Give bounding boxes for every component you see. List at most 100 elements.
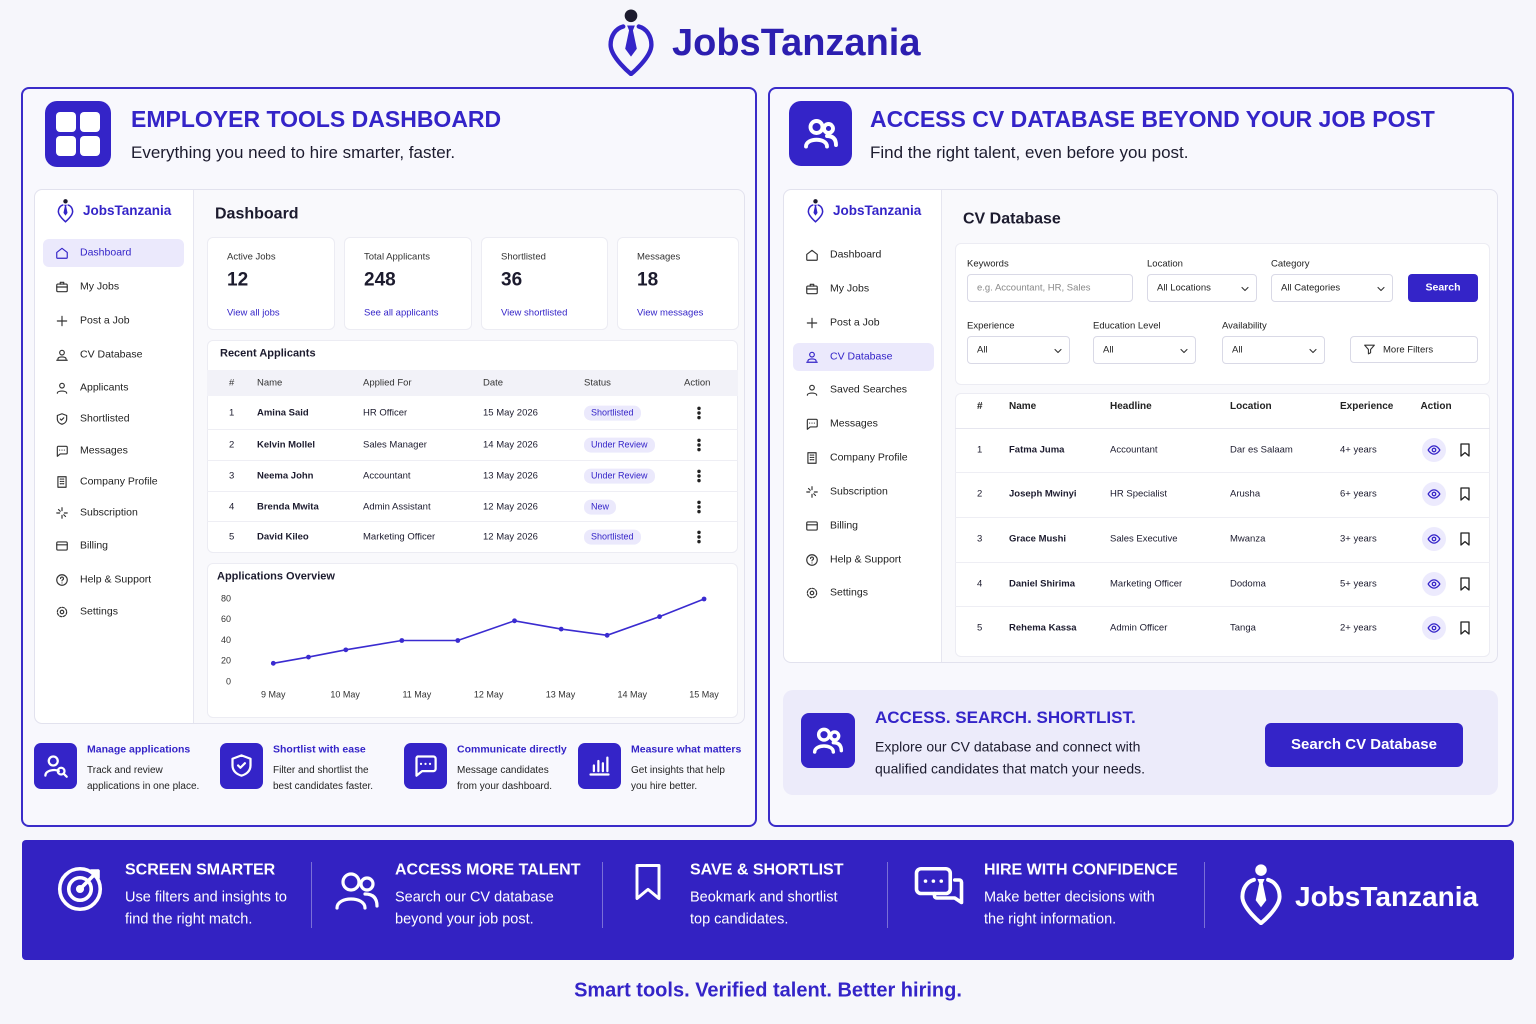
icon-shape xyxy=(56,606,68,618)
nav-label[interactable]: Post a Job xyxy=(80,314,130,327)
icon-shape xyxy=(63,204,68,216)
view-button[interactable] xyxy=(1422,438,1446,462)
select-value[interactable]: All xyxy=(977,344,988,356)
nav-label[interactable]: My Jobs xyxy=(830,282,870,295)
filter-input[interactable] xyxy=(1271,274,1393,302)
action-menu[interactable] xyxy=(691,499,707,515)
icon-shape xyxy=(806,554,818,566)
view-button[interactable] xyxy=(1422,482,1446,506)
nav-label[interactable]: Settings xyxy=(80,605,118,618)
more-filters-button[interactable] xyxy=(1350,336,1478,363)
stat-link[interactable]: View shortlisted xyxy=(501,307,568,319)
card xyxy=(955,393,1490,657)
select-value[interactable]: All xyxy=(1103,344,1114,356)
action-menu[interactable] xyxy=(691,405,707,421)
banner-text: Beokmark and shortlist xyxy=(690,889,838,906)
nav-label[interactable]: Billing xyxy=(80,539,109,552)
stat-label: Shortlisted xyxy=(501,251,546,263)
more-filters-label[interactable]: More Filters xyxy=(1383,344,1434,356)
nav-label[interactable]: Messages xyxy=(830,417,878,430)
nav-label[interactable]: Billing xyxy=(830,519,859,532)
action-menu[interactable] xyxy=(691,468,707,484)
nav-label[interactable]: Help & Support xyxy=(80,573,152,586)
filter-input[interactable] xyxy=(967,336,1070,364)
nav-label[interactable]: CV Database xyxy=(80,348,143,361)
icon-shape xyxy=(806,249,818,261)
cell: 13 May 2026 xyxy=(483,470,538,482)
nav-label[interactable]: Subscription xyxy=(830,485,888,498)
banner-icon xyxy=(912,862,966,916)
icon-shape xyxy=(1240,864,1282,926)
panel-subtitle: Find the right talent, even before you p… xyxy=(870,142,1189,162)
nav-label[interactable]: Company Profile xyxy=(80,475,158,488)
bookmark-button[interactable] xyxy=(1457,531,1473,547)
icon-shape xyxy=(1054,348,1062,354)
nav-label[interactable]: Subscription xyxy=(80,506,138,519)
filter-input[interactable] xyxy=(1147,274,1257,302)
nav-label[interactable]: Help & Support xyxy=(830,553,902,566)
icon-shape xyxy=(804,134,838,149)
icon-shape xyxy=(56,413,68,425)
stat-link[interactable]: View messages xyxy=(637,307,704,319)
cta-button-label[interactable]: Search CV Database xyxy=(1291,736,1437,753)
logo xyxy=(57,198,74,223)
nav-label[interactable]: Dashboard xyxy=(80,246,132,259)
view-button[interactable] xyxy=(1422,616,1446,640)
nav-item[interactable] xyxy=(43,239,184,267)
nav-label[interactable]: Company Profile xyxy=(830,451,908,464)
nav-label[interactable]: CV Database xyxy=(830,350,893,363)
select-value[interactable]: All Locations xyxy=(1157,282,1211,294)
icon-shape xyxy=(231,754,252,777)
bookmark-button[interactable] xyxy=(1457,486,1473,502)
nav-label[interactable]: Messages xyxy=(80,444,128,457)
cell: 3 xyxy=(229,470,235,482)
x-tick-label: 9 May xyxy=(261,689,286,699)
bookmark-button[interactable] xyxy=(1457,442,1473,458)
action-menu[interactable] xyxy=(691,529,707,545)
view-icon[interactable] xyxy=(1427,443,1441,457)
column-header: Experience xyxy=(1340,401,1394,412)
view-icon[interactable] xyxy=(1427,532,1441,546)
cta-button[interactable] xyxy=(1265,723,1463,767)
select-value[interactable]: All Categories xyxy=(1281,282,1341,294)
nav-label[interactable]: Dashboard xyxy=(830,248,882,261)
icon-shape xyxy=(415,755,437,777)
row-separator xyxy=(955,562,1490,563)
input-placeholder[interactable]: e.g. Accountant, HR, Sales xyxy=(977,282,1091,294)
cell: 4 xyxy=(229,501,235,513)
stat-link[interactable]: View all jobs xyxy=(227,307,280,319)
column-header: Applied For xyxy=(363,377,412,389)
nav-label[interactable]: Applicants xyxy=(80,381,129,394)
search-button-label[interactable]: Search xyxy=(1425,281,1461,294)
nav-label[interactable]: My Jobs xyxy=(80,280,120,293)
search-button[interactable] xyxy=(1408,274,1478,302)
nav-item[interactable] xyxy=(793,343,934,371)
banner-brand: JobsTanzania xyxy=(1295,881,1479,913)
nav-label[interactable]: Post a Job xyxy=(830,316,880,329)
data-point xyxy=(558,626,564,632)
filter-input[interactable] xyxy=(1093,336,1196,364)
icon-shape xyxy=(341,872,361,892)
nav-label[interactable]: Shortlisted xyxy=(80,412,130,425)
icon-shape xyxy=(1364,344,1375,355)
bookmark-button[interactable] xyxy=(1457,576,1473,592)
select-value[interactable]: All xyxy=(1232,344,1243,356)
icon-shape xyxy=(1427,579,1441,589)
view-button[interactable] xyxy=(1422,527,1446,551)
view-button[interactable] xyxy=(1422,572,1446,596)
filter-input[interactable] xyxy=(967,274,1133,302)
icon-shape xyxy=(1427,623,1441,633)
icon-shape xyxy=(1180,348,1188,354)
cell: Marketing Officer xyxy=(363,531,436,543)
nav-label[interactable]: Saved Searches xyxy=(830,383,908,396)
bookmark-button[interactable] xyxy=(1457,620,1473,636)
view-icon[interactable] xyxy=(1427,487,1441,501)
y-tick-label: 40 xyxy=(221,635,231,645)
nav-label[interactable]: Settings xyxy=(830,586,868,599)
filter-input[interactable] xyxy=(1222,336,1325,364)
view-icon[interactable] xyxy=(1427,577,1441,591)
action-menu[interactable] xyxy=(691,437,707,453)
stat-link[interactable]: See all applicants xyxy=(364,307,439,319)
icon-shape xyxy=(806,521,818,531)
view-icon[interactable] xyxy=(1427,621,1441,635)
